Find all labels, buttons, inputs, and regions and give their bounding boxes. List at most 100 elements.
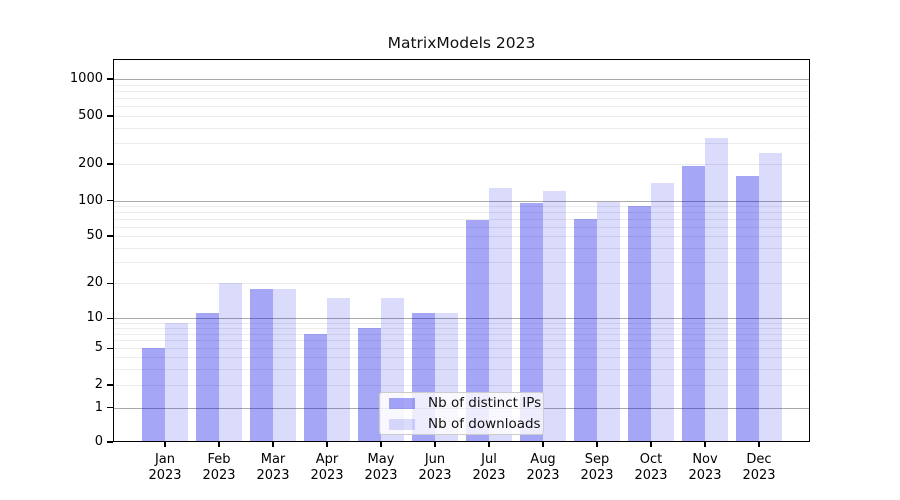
legend-entry-distinct-ips: Nb of distinct IPs: [389, 395, 541, 411]
x-tick-label: Sep 2023: [570, 452, 624, 484]
x-tick-mark: [380, 442, 382, 447]
bar-distinct-ips-mar: [250, 288, 273, 442]
minor-gridline: [113, 127, 810, 129]
x-tick-year: 2023: [742, 468, 776, 483]
y-tick-mark: [107, 78, 113, 80]
x-tick-month: Sep: [584, 452, 610, 467]
x-tick-year: 2023: [364, 468, 398, 483]
x-tick-label: Aug 2023: [516, 452, 570, 484]
x-tick-label: Nov 2023: [678, 452, 732, 484]
x-tick-mark: [434, 442, 436, 447]
x-tick-month: May: [367, 452, 395, 467]
x-tick-month: Jun: [424, 452, 446, 467]
bar-distinct-ips-sep: [574, 218, 597, 442]
minor-gridline: [113, 116, 810, 117]
y-tick-label: 20: [86, 275, 103, 291]
y-tick-mark: [107, 407, 113, 409]
minor-gridline: [113, 164, 810, 165]
minor-gridline: [113, 90, 810, 92]
x-tick-label: Dec 2023: [732, 452, 786, 484]
minor-gridline: [113, 218, 810, 220]
y-tick-label: 2: [94, 377, 103, 392]
minor-gridline: [113, 106, 810, 108]
bar-distinct-ips-feb: [196, 313, 219, 442]
x-tick-month: Mar: [260, 452, 286, 467]
x-tick-year: 2023: [526, 468, 560, 483]
bar-distinct-ips-apr: [304, 333, 327, 442]
y-tick-label: 0: [94, 434, 103, 449]
x-tick-month: Jul: [481, 452, 497, 467]
bar-distinct-ips-nov: [682, 165, 705, 442]
minor-gridline: [113, 283, 810, 285]
legend-swatch-downloads: [389, 418, 415, 430]
y-tick-label: 100: [78, 192, 103, 208]
bar-downloads-jan: [165, 322, 188, 442]
minor-gridline: [113, 206, 810, 208]
x-tick-month: Dec: [746, 452, 772, 467]
x-tick-mark: [704, 442, 706, 447]
x-tick-mark: [272, 442, 274, 447]
bar-downloads-dec: [759, 153, 782, 442]
legend-entry-downloads: Nb of downloads: [389, 416, 541, 432]
bar-downloads-apr: [327, 297, 350, 442]
x-tick-month: Jan: [154, 452, 176, 467]
minor-gridline: [113, 368, 810, 370]
bar-distinct-ips-oct: [628, 206, 651, 442]
legend: Nb of distinct IPs Nb of downloads: [379, 392, 544, 435]
minor-gridline: [113, 348, 810, 350]
y-tick-mark: [107, 441, 113, 443]
minor-gridline: [113, 142, 810, 144]
x-tick-label: Apr 2023: [300, 452, 354, 484]
bar-distinct-ips-aug: [520, 203, 543, 442]
x-tick-mark: [488, 442, 490, 447]
x-tick-mark: [326, 442, 328, 447]
x-tick-year: 2023: [418, 468, 452, 483]
x-tick-month: Oct: [639, 452, 663, 467]
y-tick-mark: [107, 200, 113, 202]
bar-distinct-ips-jan: [142, 348, 165, 442]
minor-gridline: [113, 333, 810, 335]
minor-gridline: [113, 236, 810, 237]
bar-downloads-aug: [543, 191, 566, 442]
x-tick-month: Apr: [315, 452, 339, 467]
y-tick-label: 10: [86, 310, 103, 326]
x-tick-label: Mar 2023: [246, 452, 300, 484]
x-tick-month: Nov: [692, 452, 718, 467]
minor-gridline: [113, 226, 810, 228]
major-gridline: [113, 200, 810, 202]
x-tick-label: Jan 2023: [138, 452, 192, 484]
minor-gridline: [113, 327, 810, 329]
x-tick-mark: [164, 442, 166, 447]
y-tick-mark: [107, 235, 113, 237]
minor-gridline: [113, 322, 810, 324]
x-tick-year: 2023: [148, 468, 182, 483]
bar-downloads-jul: [489, 188, 512, 442]
legend-label-downloads: Nb of downloads: [428, 416, 541, 432]
bar-distinct-ips-jul: [466, 220, 489, 442]
minor-gridline: [113, 262, 810, 264]
minor-gridline: [113, 212, 810, 214]
legend-label-distinct-ips: Nb of distinct IPs: [428, 395, 542, 411]
chart-title: MatrixModels 2023: [387, 34, 536, 52]
x-tick-year: 2023: [202, 468, 236, 483]
x-tick-year: 2023: [634, 468, 668, 483]
y-tick-label: 200: [78, 156, 103, 171]
minor-gridline: [113, 357, 810, 359]
x-tick-label: Jun 2023: [408, 452, 462, 484]
y-tick-label: 1: [94, 399, 103, 415]
x-tick-mark: [542, 442, 544, 447]
y-tick-mark: [107, 317, 113, 319]
x-tick-mark: [650, 442, 652, 447]
bar-downloads-sep: [597, 201, 620, 442]
bar-downloads-mar: [273, 288, 296, 442]
x-tick-year: 2023: [580, 468, 614, 483]
bar-downloads-oct: [651, 182, 674, 442]
minor-gridline: [113, 385, 810, 386]
x-tick-label: Oct 2023: [624, 452, 678, 484]
legend-swatch-distinct-ips: [389, 397, 415, 409]
bar-distinct-ips-may: [358, 327, 381, 442]
y-tick-label: 1000: [69, 71, 103, 86]
x-tick-mark: [596, 442, 598, 447]
plot-area: [113, 59, 810, 442]
